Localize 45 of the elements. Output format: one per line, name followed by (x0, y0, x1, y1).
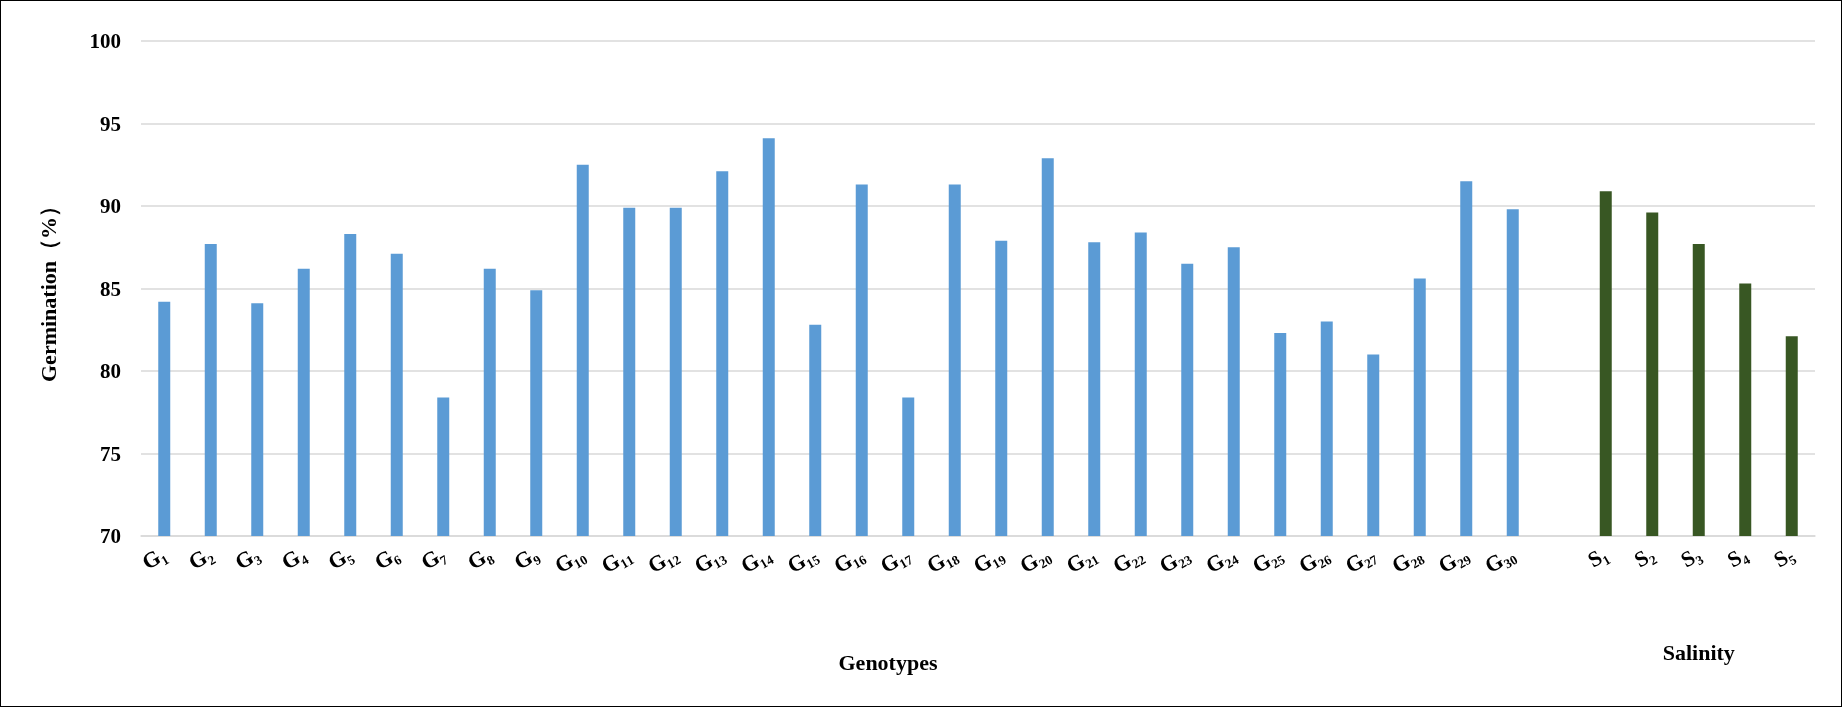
x-tick-label: G₂₆ (1294, 540, 1334, 578)
x-tick-label: G₁₁ (596, 541, 636, 578)
x-tick-label: G₂₁ (1061, 541, 1101, 578)
x-tick-label: G₃ (230, 540, 264, 575)
x-tick-label: S₂ (1629, 540, 1659, 573)
x-tick-label: S₁ (1583, 541, 1612, 573)
x-tick-label: G₁₀ (550, 540, 590, 578)
y-tick-label: 80 (100, 359, 121, 383)
x-tick-label: G₂₅ (1247, 540, 1287, 578)
x-axis-title: Genotypes (838, 649, 938, 675)
x-tick-label: G₂₃ (1154, 540, 1194, 578)
y-tick-label: 90 (100, 194, 121, 218)
x-tick-label: G₁₄ (736, 540, 776, 578)
x-tick-label: G₉ (509, 540, 543, 575)
y-tick-label: 70 (100, 524, 121, 548)
x-tick-label: G₂₀ (1015, 540, 1055, 578)
x-tick-label: G₁ (137, 541, 171, 575)
x-tick-label: G₂₉ (1433, 540, 1473, 578)
x-tick-label: S₅ (1769, 540, 1799, 573)
y-axis-title: Germination（%） (35, 195, 61, 382)
x-tick-label: G₂₂ (1108, 540, 1148, 578)
x-tick-label: G₁₆ (829, 540, 869, 578)
x-tick-label: G₂₈ (1387, 540, 1427, 578)
text: Salinity (1662, 639, 1735, 665)
x-tick-label: G₆ (369, 540, 404, 575)
y-tick-label: 100 (89, 29, 121, 53)
x-tick-label: S₄ (1722, 540, 1752, 573)
x-tick-label: G₃₀ (1480, 540, 1520, 578)
x-tick-label: G₁₈ (922, 540, 962, 578)
x-tick-label: G₅ (323, 540, 357, 575)
x-tick-label: G₈ (462, 540, 497, 575)
x-tick-label: G₂ (183, 540, 218, 575)
x-tick-label: G₂₇ (1340, 540, 1380, 578)
y-tick-label: 85 (100, 276, 121, 301)
x-tick-label: S₃ (1676, 540, 1706, 573)
x-tick-label: G₁₃ (689, 540, 729, 578)
x-tick-label: G₁₂ (643, 540, 683, 578)
x-tick-label: G₁₇ (875, 540, 915, 578)
y-tick-label: 95 (100, 111, 121, 136)
x-tick-label: G₁₅ (782, 540, 822, 578)
x-tick-label: G₄ (276, 540, 311, 575)
y-tick-label: 75 (100, 441, 121, 466)
x-tick-label: G₇ (416, 540, 450, 575)
x-tick-label: G₂₄ (1201, 540, 1241, 578)
x-tick-label: G₁₉ (968, 540, 1008, 578)
